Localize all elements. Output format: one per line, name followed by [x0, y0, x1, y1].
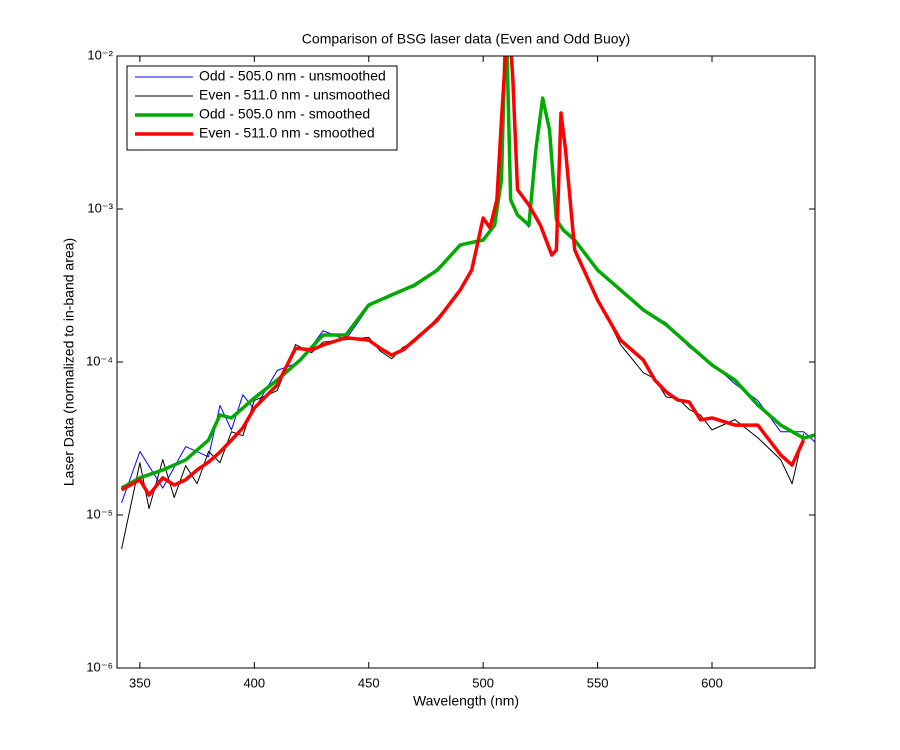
lines: [120, 56, 815, 550]
x-tick-label: 450: [358, 675, 380, 690]
y-tick-label: 10⁻⁵: [86, 506, 113, 521]
y-tick-label: 10⁻²: [87, 47, 113, 62]
chart-title: Comparison of BSG laser data (Even and O…: [302, 31, 630, 47]
legend-label: Even - 511.0 nm - smoothed: [199, 125, 375, 141]
x-tick-label: 350: [129, 675, 151, 690]
legend-label: Odd - 505.0 nm - unsmoothed: [199, 68, 386, 84]
x-tick-label: 400: [243, 675, 265, 690]
y-tick-label: 10⁻⁶: [86, 659, 113, 674]
x-tick-label: 550: [587, 675, 609, 690]
x-tick-label: 500: [472, 675, 494, 690]
x-tick-label: 600: [701, 675, 723, 690]
plot-area: [117, 56, 815, 668]
legend-box: [126, 65, 398, 151]
y-tick-label: 10⁻⁴: [86, 353, 113, 368]
x-axis-label: Wavelength (nm): [413, 693, 519, 709]
y-axis-label: Laser Data (normalized to in-band area): [61, 238, 77, 486]
series-line: [120, 56, 806, 497]
legend-label: Even - 511.0 nm - unsmoothed: [199, 87, 390, 103]
legend-label: Odd - 505.0 nm - smoothed: [199, 106, 370, 122]
axes-frame: [116, 55, 816, 669]
y-tick-label: 10⁻³: [87, 200, 113, 215]
